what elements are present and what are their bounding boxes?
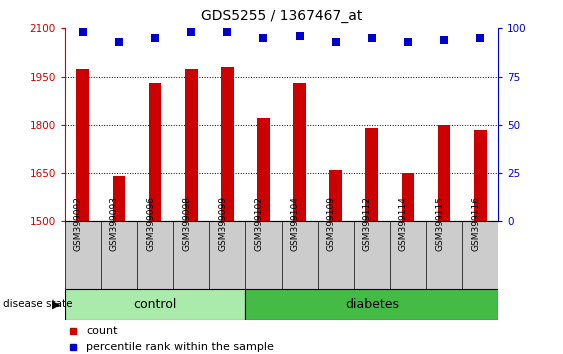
Point: [114, 39, 123, 45]
Bar: [329, 170, 342, 221]
Point: [223, 29, 232, 35]
Text: GSM399098: GSM399098: [182, 196, 191, 251]
Text: GSM399104: GSM399104: [291, 196, 300, 251]
Point: [440, 37, 449, 43]
Text: GSM399109: GSM399109: [327, 196, 336, 251]
Bar: [257, 118, 270, 221]
Bar: [293, 83, 306, 221]
Bar: [438, 125, 450, 221]
Text: GSM399116: GSM399116: [471, 196, 480, 251]
Text: GSM399102: GSM399102: [254, 196, 263, 251]
Point: [259, 35, 268, 41]
Bar: [245, 289, 498, 320]
Text: diabetes: diabetes: [345, 298, 399, 311]
Point: [331, 39, 340, 45]
Text: control: control: [133, 298, 177, 311]
Text: GSM399093: GSM399093: [110, 196, 119, 251]
Bar: [221, 67, 234, 221]
Text: count: count: [87, 326, 118, 336]
Bar: [149, 83, 162, 221]
Text: disease state: disease state: [3, 299, 72, 309]
Point: [367, 35, 376, 41]
Point: [295, 33, 304, 39]
Text: GSM399096: GSM399096: [146, 196, 155, 251]
Text: ▶: ▶: [52, 299, 61, 309]
Text: GSM399112: GSM399112: [363, 196, 372, 251]
Bar: [365, 128, 378, 221]
Bar: [77, 69, 89, 221]
Text: GSM399092: GSM399092: [74, 196, 83, 251]
Bar: [65, 289, 245, 320]
Text: GSM399115: GSM399115: [435, 196, 444, 251]
Text: GSM399099: GSM399099: [218, 196, 227, 251]
Bar: [401, 173, 414, 221]
Point: [476, 35, 485, 41]
Bar: [113, 176, 125, 221]
Point: [187, 29, 196, 35]
Bar: [185, 69, 198, 221]
Point: [150, 35, 159, 41]
Point: [404, 39, 413, 45]
Text: GDS5255 / 1367467_at: GDS5255 / 1367467_at: [201, 9, 362, 23]
Text: GSM399114: GSM399114: [399, 196, 408, 251]
Point: [78, 29, 87, 35]
Bar: [474, 130, 486, 221]
Text: percentile rank within the sample: percentile rank within the sample: [87, 342, 274, 352]
